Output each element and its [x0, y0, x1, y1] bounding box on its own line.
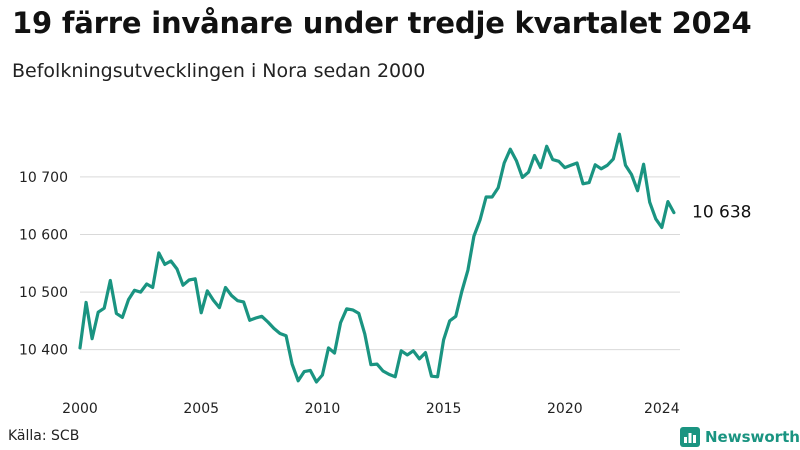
x-tick-label: 2020 — [547, 401, 583, 417]
y-tick-label: 10 400 — [19, 343, 68, 359]
x-tick-label: 2015 — [426, 401, 462, 417]
end-value-label: 10 638 — [692, 203, 751, 223]
brand-name: Newsworthy — [705, 428, 800, 446]
source-note: Källa: SCB — [8, 428, 80, 444]
bar-chart-icon — [680, 427, 700, 447]
newsworthy-logo[interactable]: Newsworthy — [680, 426, 800, 448]
y-tick-label: 10 500 — [19, 285, 68, 301]
y-tick-label: 10 600 — [19, 227, 68, 243]
series-line — [78, 132, 676, 384]
y-tick-label: 10 700 — [19, 170, 68, 186]
x-tick-label: 2010 — [305, 401, 341, 417]
chart-subtitle: Befolkningsutvecklingen i Nora sedan 200… — [12, 60, 426, 82]
x-tick-label: 2000 — [62, 401, 98, 417]
chart-title: 19 färre invånare under tredje kvartalet… — [12, 6, 752, 40]
x-tick-label: 2024 — [644, 401, 680, 417]
x-tick-label: 2005 — [183, 401, 219, 417]
